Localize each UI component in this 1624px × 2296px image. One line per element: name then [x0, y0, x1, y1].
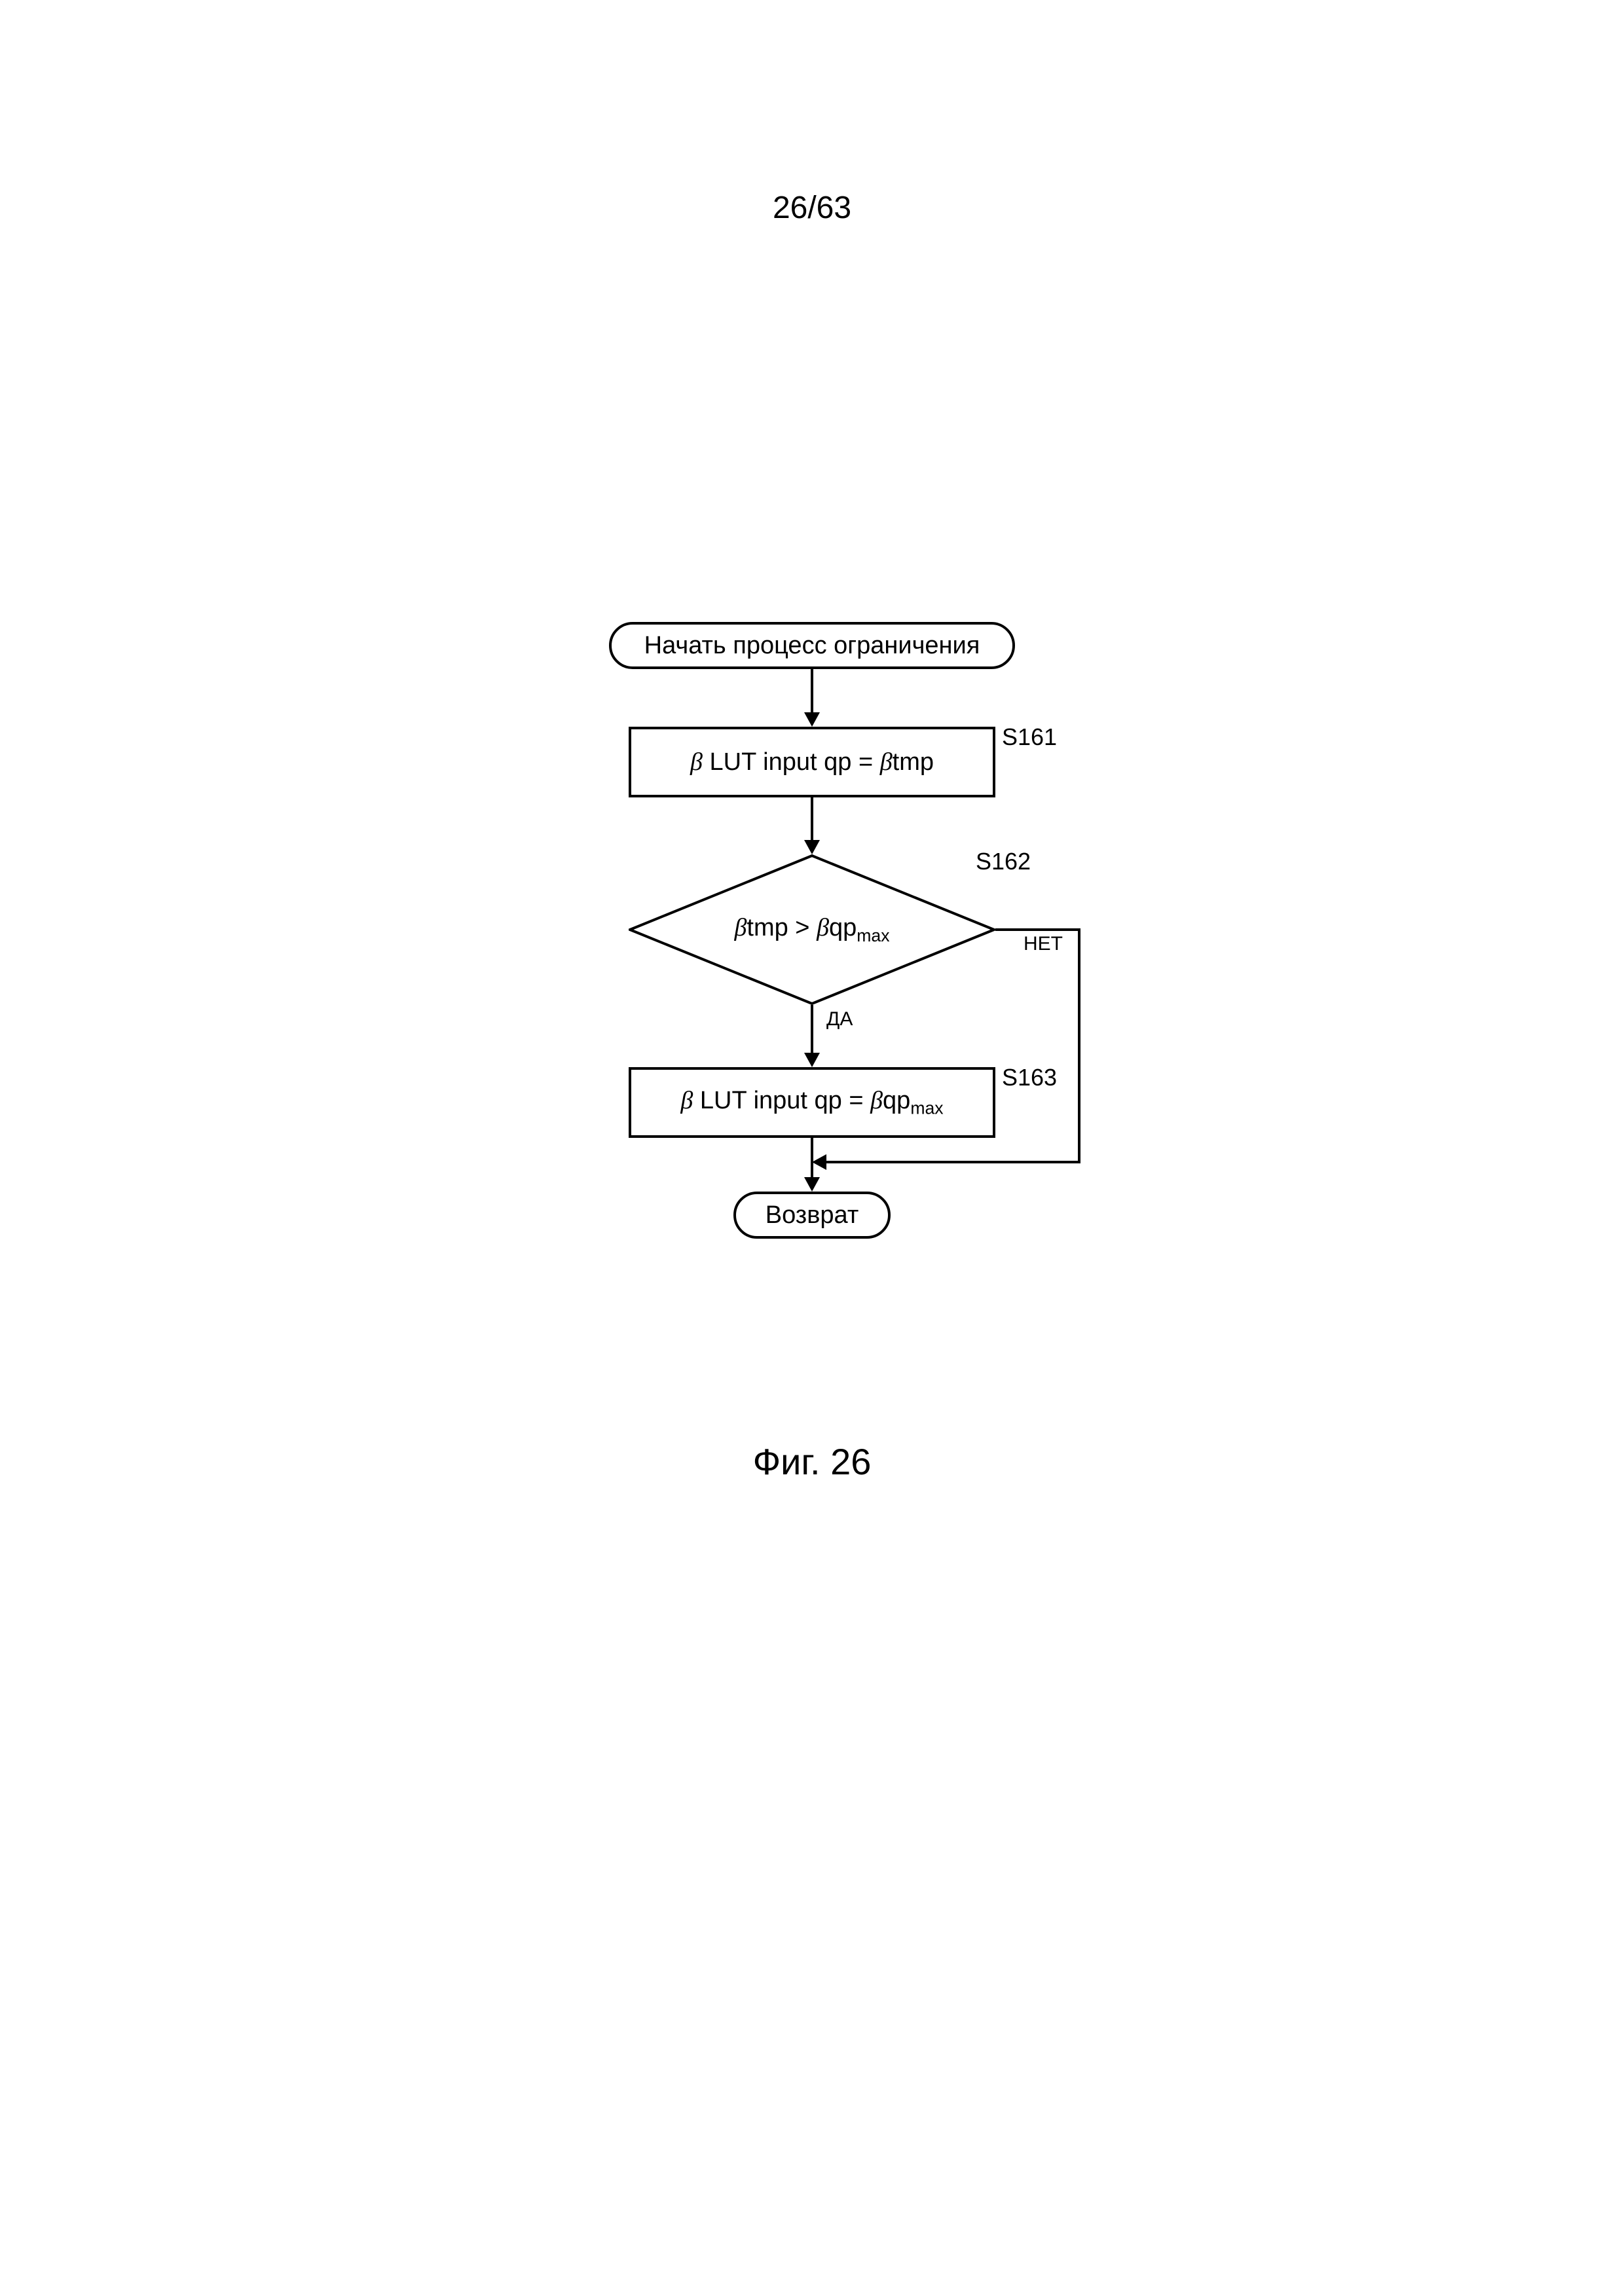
- page-number: 26/63: [773, 190, 851, 226]
- label-s162: S162: [976, 848, 1031, 875]
- terminator-start: Начать процесс ограничения: [609, 622, 1015, 669]
- arrow-no-head: [812, 1154, 826, 1170]
- label-s163: S163: [1002, 1064, 1057, 1091]
- label-no: НЕТ: [1024, 933, 1063, 955]
- arrow-2-head: [804, 840, 820, 854]
- s163-text: β LUT input qp = βqpmax: [680, 1086, 943, 1119]
- process-s161: β LUT input qp = βtmp: [629, 727, 995, 797]
- label-s161: S161: [1002, 723, 1057, 751]
- arrow-1-head: [804, 712, 820, 727]
- arrow-4-head: [804, 1177, 820, 1192]
- arrow-2: [811, 797, 813, 840]
- decision-s162: βtmp > βqpmax: [629, 854, 995, 1005]
- arrow-no-h2: [826, 1161, 1080, 1163]
- arrow-1: [811, 669, 813, 712]
- flowchart: Начать процесс ограничения β LUT input q…: [452, 622, 1172, 1250]
- start-text: Начать процесс ограничения: [644, 632, 980, 660]
- arrow-no-h1: [995, 928, 1080, 931]
- arrow-no-v: [1078, 928, 1080, 1163]
- end-text: Возврат: [766, 1201, 859, 1230]
- arrow-3: [811, 1005, 813, 1053]
- label-yes: ДА: [826, 1008, 853, 1030]
- terminator-end: Возврат: [733, 1192, 891, 1239]
- process-s163: β LUT input qp = βqpmax: [629, 1067, 995, 1138]
- s162-text: βtmp > βqpmax: [734, 913, 889, 946]
- figure-caption: Фиг. 26: [753, 1440, 872, 1483]
- s161-text: β LUT input qp = βtmp: [690, 748, 934, 776]
- arrow-3-head: [804, 1053, 820, 1067]
